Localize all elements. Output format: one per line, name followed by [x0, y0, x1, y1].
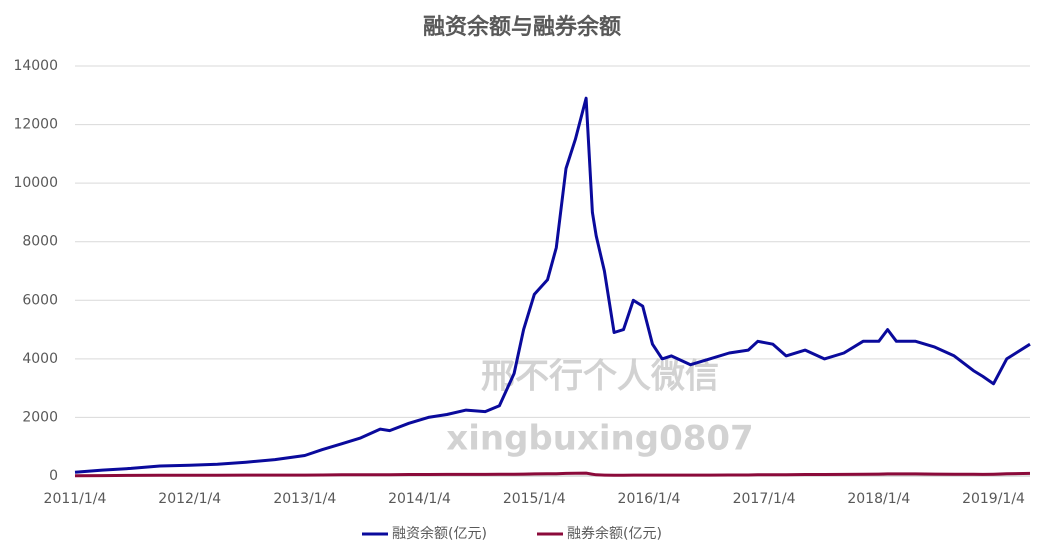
y-tick-label: 8000 — [22, 234, 58, 250]
series-line — [74, 471, 1031, 478]
legend-label: 融券余额(亿元) — [567, 525, 662, 542]
series-line — [74, 96, 1031, 474]
y-tick-label: 14000 — [13, 58, 58, 74]
x-tick-label: 2019/1/4 — [962, 491, 1025, 507]
chart-title: 融资余额与融券余额 — [423, 14, 621, 40]
y-tick-label: 2000 — [22, 409, 58, 425]
x-tick-label: 2014/1/4 — [388, 491, 451, 507]
x-tick-label: 2015/1/4 — [503, 491, 566, 507]
y-tick-label: 12000 — [13, 117, 58, 133]
x-tick-label: 2012/1/4 — [158, 491, 221, 507]
x-tick-label: 2016/1/4 — [618, 491, 681, 507]
y-tick-label: 0 — [49, 468, 58, 484]
x-tick-label: 2011/1/4 — [44, 491, 107, 507]
y-tick-label: 4000 — [22, 351, 58, 367]
legend-label: 融资余额(亿元) — [392, 525, 487, 542]
y-tick-label: 10000 — [13, 175, 58, 191]
watermark: xingbuxing0807 — [446, 419, 753, 459]
x-tick-label: 2017/1/4 — [733, 491, 796, 507]
x-tick-label: 2018/1/4 — [847, 491, 910, 507]
y-tick-label: 6000 — [22, 292, 58, 308]
watermark: 邢不行个人微信 — [481, 357, 719, 397]
x-tick-label: 2013/1/4 — [273, 491, 336, 507]
